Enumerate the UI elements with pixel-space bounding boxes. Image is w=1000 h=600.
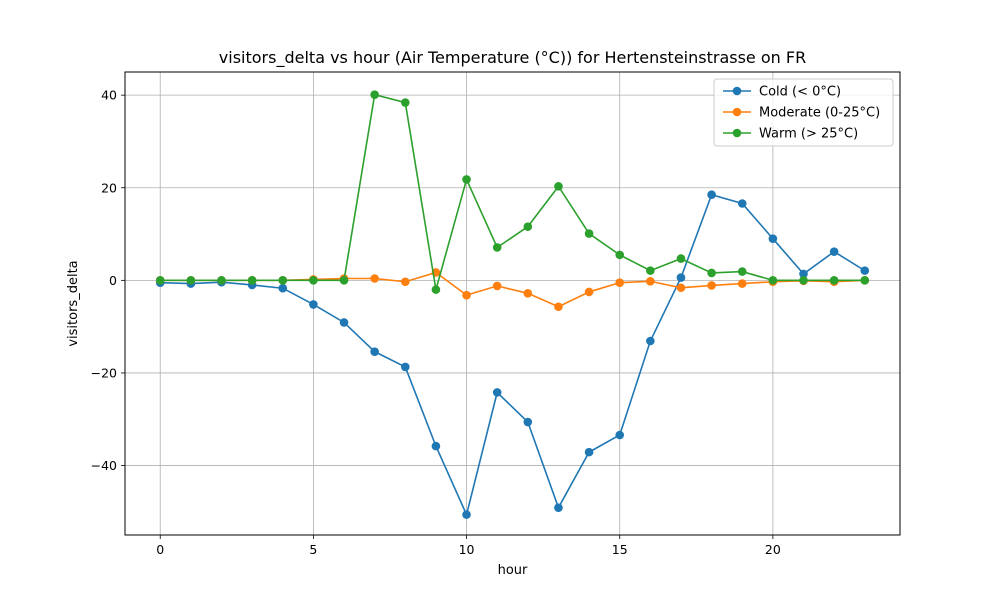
data-point bbox=[523, 289, 533, 298]
data-point bbox=[339, 318, 349, 327]
legend-marker bbox=[732, 86, 742, 96]
series-line bbox=[160, 193, 866, 518]
data-point bbox=[554, 503, 563, 512]
legend-label: Warm (> 25°C) bbox=[759, 127, 858, 142]
data-point bbox=[247, 276, 257, 285]
data-point bbox=[309, 276, 318, 285]
data-point bbox=[676, 273, 686, 282]
series-layer bbox=[155, 90, 870, 519]
series-0 bbox=[155, 190, 870, 519]
data-point bbox=[370, 347, 379, 356]
data-point bbox=[676, 283, 686, 293]
data-point bbox=[278, 276, 288, 285]
data-point bbox=[707, 190, 716, 199]
data-point bbox=[431, 285, 441, 294]
legend-box bbox=[713, 78, 894, 147]
data-point bbox=[676, 254, 686, 263]
data-point bbox=[615, 278, 625, 287]
data-point bbox=[400, 98, 410, 107]
data-point bbox=[646, 336, 655, 346]
data-point bbox=[462, 175, 471, 184]
data-point bbox=[554, 302, 563, 312]
legend-entry: Cold (< 0°C) bbox=[723, 85, 841, 100]
legend: Cold (< 0°C) Moderate (0-25°C) Warm (> 25°… bbox=[713, 78, 894, 147]
data-point bbox=[370, 274, 379, 283]
plot-area-frame bbox=[124, 71, 901, 536]
legend-marker bbox=[732, 128, 742, 138]
data-point bbox=[400, 362, 410, 372]
data-point bbox=[370, 90, 379, 99]
data-point bbox=[186, 276, 196, 285]
data-point bbox=[799, 276, 808, 285]
data-point bbox=[523, 417, 533, 427]
series-2 bbox=[155, 90, 870, 294]
data-point bbox=[492, 388, 502, 397]
data-point bbox=[462, 510, 471, 519]
x-tick-label: 5 bbox=[309, 542, 317, 557]
data-point bbox=[860, 266, 870, 275]
data-point bbox=[799, 269, 808, 279]
data-point bbox=[860, 276, 870, 285]
data-point bbox=[829, 247, 839, 256]
series-line bbox=[160, 93, 865, 290]
data-point bbox=[584, 447, 594, 457]
data-point bbox=[829, 276, 839, 285]
data-point bbox=[584, 229, 594, 238]
data-point bbox=[155, 276, 165, 285]
legend-marker bbox=[732, 107, 742, 117]
data-point bbox=[707, 281, 716, 290]
y-tick-label: −40 bbox=[91, 458, 117, 473]
y-tick-label: 20 bbox=[101, 180, 117, 195]
data-point bbox=[707, 268, 716, 278]
data-point bbox=[309, 300, 318, 309]
data-point bbox=[217, 276, 226, 285]
legend-label: Moderate (0-25°C) bbox=[759, 106, 880, 121]
data-point bbox=[278, 283, 288, 293]
data-point bbox=[737, 279, 747, 288]
legend-label: Cold (< 0°C) bbox=[759, 85, 841, 100]
data-point bbox=[462, 290, 471, 300]
data-point bbox=[615, 430, 625, 440]
data-point bbox=[737, 267, 747, 276]
data-point bbox=[768, 276, 778, 285]
x-tick-label: 0 bbox=[156, 542, 164, 557]
x-axis-label: hour bbox=[498, 563, 528, 578]
x-tick-label: 15 bbox=[612, 542, 628, 557]
y-tick-label: −20 bbox=[91, 365, 117, 380]
data-point bbox=[615, 250, 625, 260]
data-point bbox=[584, 287, 594, 297]
y-axis-label: visitors_delta bbox=[66, 260, 81, 346]
data-point bbox=[646, 276, 655, 286]
data-point bbox=[492, 243, 502, 252]
x-tick-label: 10 bbox=[459, 542, 475, 557]
data-point bbox=[400, 277, 410, 287]
data-point bbox=[554, 182, 563, 191]
data-point bbox=[646, 266, 655, 275]
data-point bbox=[339, 276, 349, 285]
data-point bbox=[523, 222, 533, 231]
y-tick-label: 40 bbox=[101, 88, 117, 103]
data-point bbox=[492, 281, 502, 291]
data-point bbox=[737, 199, 747, 208]
x-tick-label: 20 bbox=[765, 542, 781, 557]
data-point bbox=[768, 234, 778, 243]
legend-entry: Warm (> 25°C) bbox=[723, 127, 858, 142]
legend-entry: Moderate (0-25°C) bbox=[723, 106, 880, 121]
y-tick-label: 0 bbox=[109, 273, 117, 288]
axis-ticks: 0 5 10 15 20 −40 −20 0 20 40 bbox=[91, 88, 781, 557]
chart-title: visitors_delta vs hour (Air Temperature … bbox=[219, 48, 806, 68]
data-point bbox=[431, 441, 441, 451]
